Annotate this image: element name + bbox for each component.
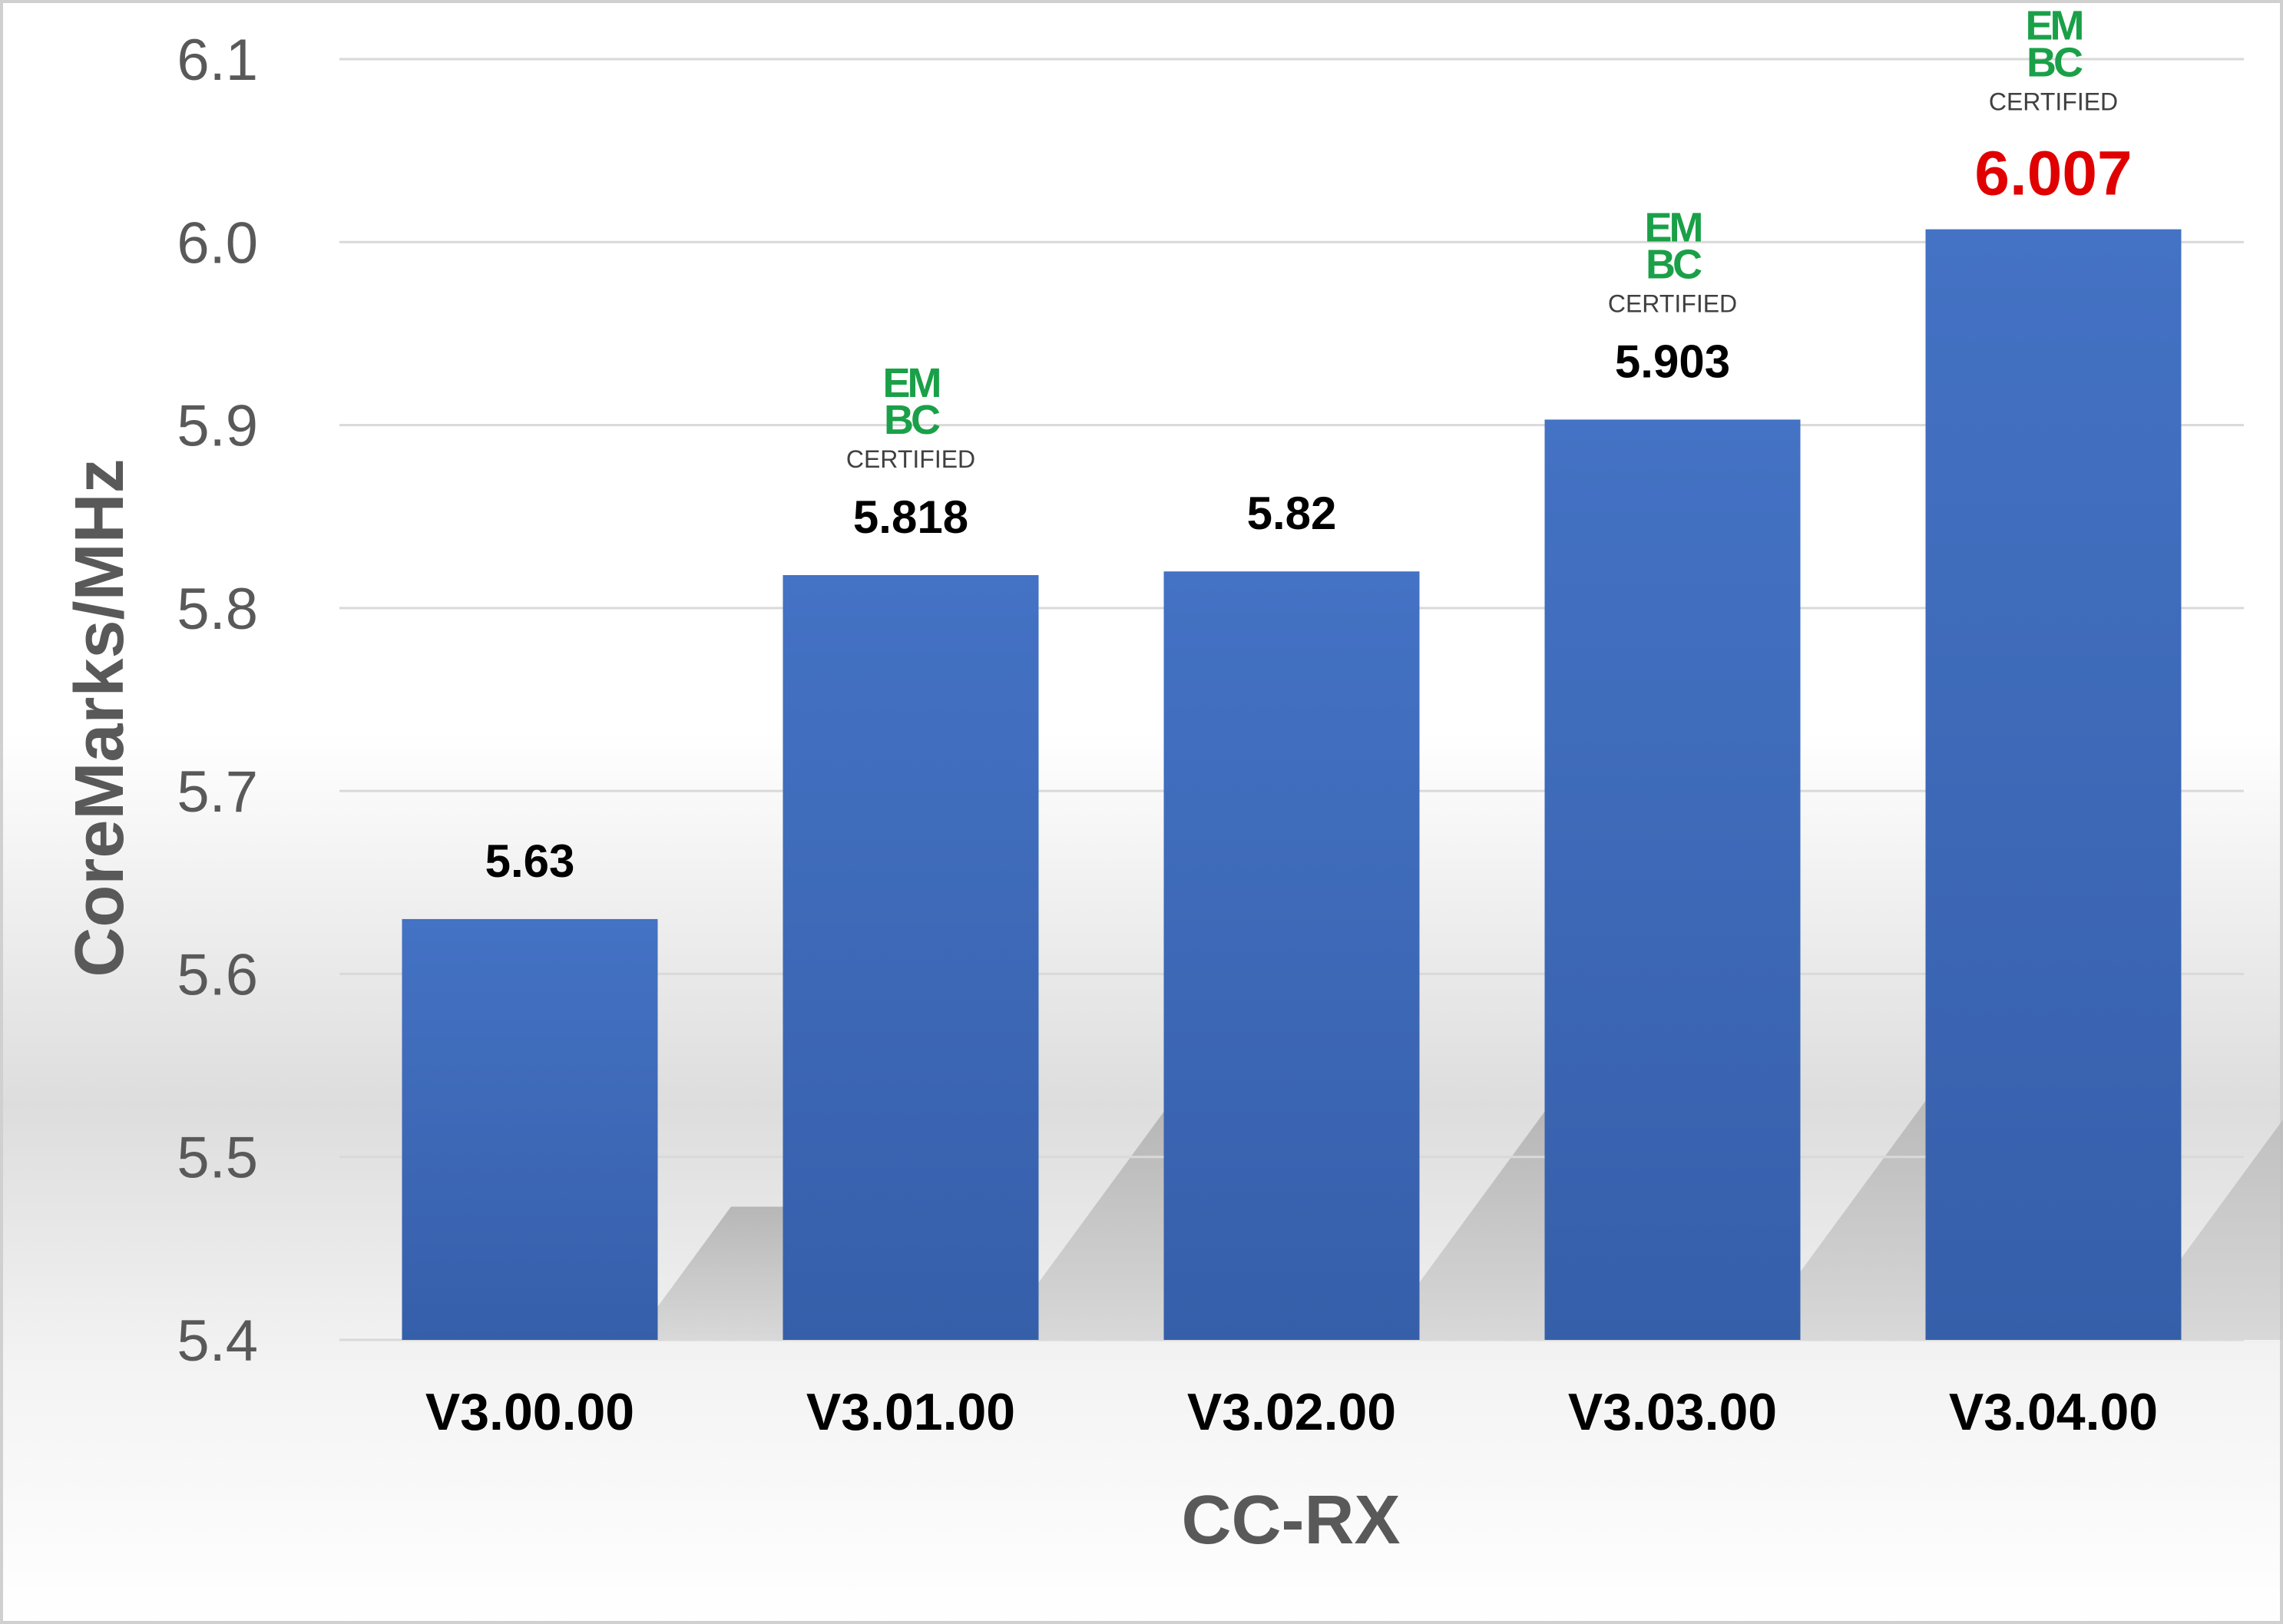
x-tick-label: V3.03.00 (1568, 1383, 1777, 1441)
bar (402, 918, 658, 1340)
x-tick-label: V3.04.00 (1949, 1383, 2158, 1441)
y-axis-ticks: 5.4 5.5 5.6 5.7 5.8 5.9 6.0 6.1 (177, 28, 258, 1374)
bar (783, 574, 1039, 1340)
data-label: 5.903 (1615, 336, 1730, 387)
y-tick-label: 5.7 (177, 759, 258, 825)
x-tick-label: V3.02.00 (1187, 1383, 1396, 1441)
bar-shadow (2181, 1120, 2283, 1340)
y-tick-label: 5.6 (177, 942, 258, 1007)
y-tick-label: 5.4 (177, 1308, 258, 1374)
bar (1544, 419, 1801, 1340)
bar (1925, 229, 2182, 1340)
data-label-highlight: 6.007 (1974, 139, 2132, 209)
badge-line-2: BC (884, 397, 940, 443)
x-tick-label: V3.01.00 (806, 1383, 1015, 1441)
data-label: 5.63 (485, 835, 575, 887)
bar (1163, 571, 1420, 1340)
badge-line-2: BC (2027, 40, 2083, 86)
badge-line-1: EM (2026, 3, 2083, 49)
badge-line-1: EM (1645, 204, 1702, 250)
y-tick-label: 6.1 (177, 28, 258, 93)
y-tick-label: 6.0 (177, 210, 258, 276)
bars (402, 229, 2182, 1340)
y-axis-title: CoreMarks/MHz (61, 458, 138, 977)
badge-caption: CERTIFIED (846, 445, 975, 473)
y-tick-label: 5.5 (177, 1126, 258, 1191)
y-tick-label: 5.8 (177, 577, 258, 642)
y-tick-label: 5.9 (177, 394, 258, 459)
data-label: 5.82 (1247, 488, 1337, 539)
x-axis-ticks: V3.00.00 V3.01.00 V3.02.00 V3.03.00 V3.04.00 (425, 1383, 2158, 1441)
badge-line-1: EM (883, 360, 940, 406)
x-tick-label: V3.00.00 (425, 1383, 634, 1441)
data-label: 5.818 (853, 491, 968, 543)
x-axis-title: CC-RX (1182, 1482, 1401, 1559)
data-labels: 5.63 5.818 5.82 5.903 6.007 (485, 139, 2132, 887)
badge-caption: CERTIFIED (1989, 88, 2118, 116)
badge-caption: CERTIFIED (1608, 289, 1737, 317)
badge-line-2: BC (1646, 241, 1702, 287)
